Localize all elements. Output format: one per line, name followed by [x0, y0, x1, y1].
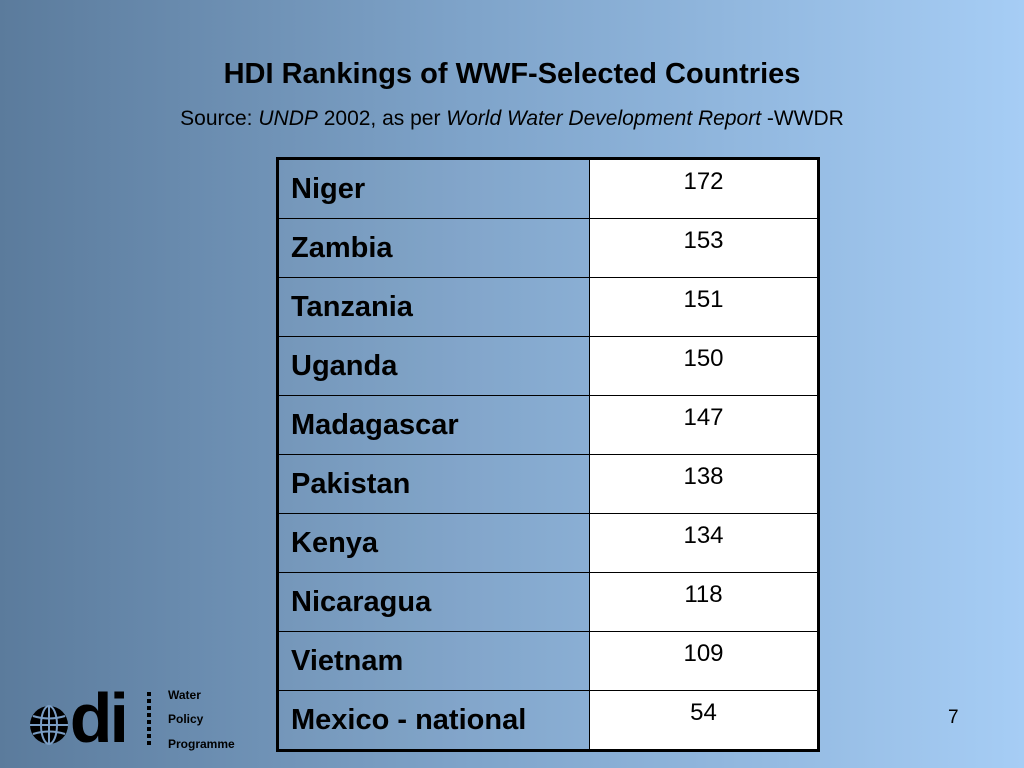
rank-cell: 134: [589, 513, 819, 573]
table-row: Tanzania 151: [277, 277, 819, 337]
table-row: Pakistan 138: [277, 454, 819, 514]
programme-line-programme: Programme: [168, 737, 235, 751]
country-cell: Pakistan: [277, 454, 590, 514]
table-row: Uganda 150: [277, 336, 819, 396]
table-row: Niger 172: [277, 158, 819, 219]
rank-cell: 153: [589, 218, 819, 278]
country-cell: Nicaragua: [277, 572, 590, 632]
country-cell: Vietnam: [277, 631, 590, 691]
table-row: Vietnam 109: [277, 631, 819, 691]
logo-letters: di: [69, 679, 129, 757]
country-cell: Madagascar: [277, 395, 590, 455]
source-line: Source: UNDP 2002, as per World Water De…: [0, 107, 1024, 131]
source-prefix: Source:: [180, 107, 259, 130]
rank-cell: 147: [589, 395, 819, 455]
source-year: 2002, as per: [317, 107, 447, 130]
country-cell: Niger: [277, 158, 590, 219]
rank-cell: 118: [589, 572, 819, 632]
odi-logo: odi: [30, 683, 129, 753]
rank-cell: 151: [589, 277, 819, 337]
country-cell: Zambia: [277, 218, 590, 278]
slide-title: HDI Rankings of WWF-Selected Countries: [223, 58, 801, 90]
globe-icon: [30, 705, 68, 745]
rank-cell: 54: [589, 690, 819, 751]
source-suffix: -WWDR: [761, 107, 844, 130]
rank-cell: 172: [589, 158, 819, 219]
table-row: Nicaragua 118: [277, 572, 819, 632]
table-row: Zambia 153: [277, 218, 819, 278]
country-cell: Tanzania: [277, 277, 590, 337]
table-row: Madagascar 147: [277, 395, 819, 455]
hdi-ranking-table: Niger 172 Zambia 153 Tanzania 151 Uganda…: [276, 157, 820, 752]
programme-line-water: Water: [168, 688, 201, 702]
source-publisher: UNDP: [258, 107, 318, 130]
country-cell: Mexico - national: [277, 690, 590, 751]
source-report: World Water Development Report: [446, 107, 762, 130]
country-cell: Kenya: [277, 513, 590, 573]
logo-divider: [147, 692, 151, 748]
programme-line-policy: Policy: [168, 712, 204, 726]
rank-cell: 109: [589, 631, 819, 691]
rank-cell: 150: [589, 336, 819, 396]
table-row: Mexico - national 54: [277, 690, 819, 751]
table-row: Kenya 134: [277, 513, 819, 573]
country-cell: Uganda: [277, 336, 590, 396]
rank-cell: 138: [589, 454, 819, 514]
page-number: 7: [948, 707, 959, 728]
